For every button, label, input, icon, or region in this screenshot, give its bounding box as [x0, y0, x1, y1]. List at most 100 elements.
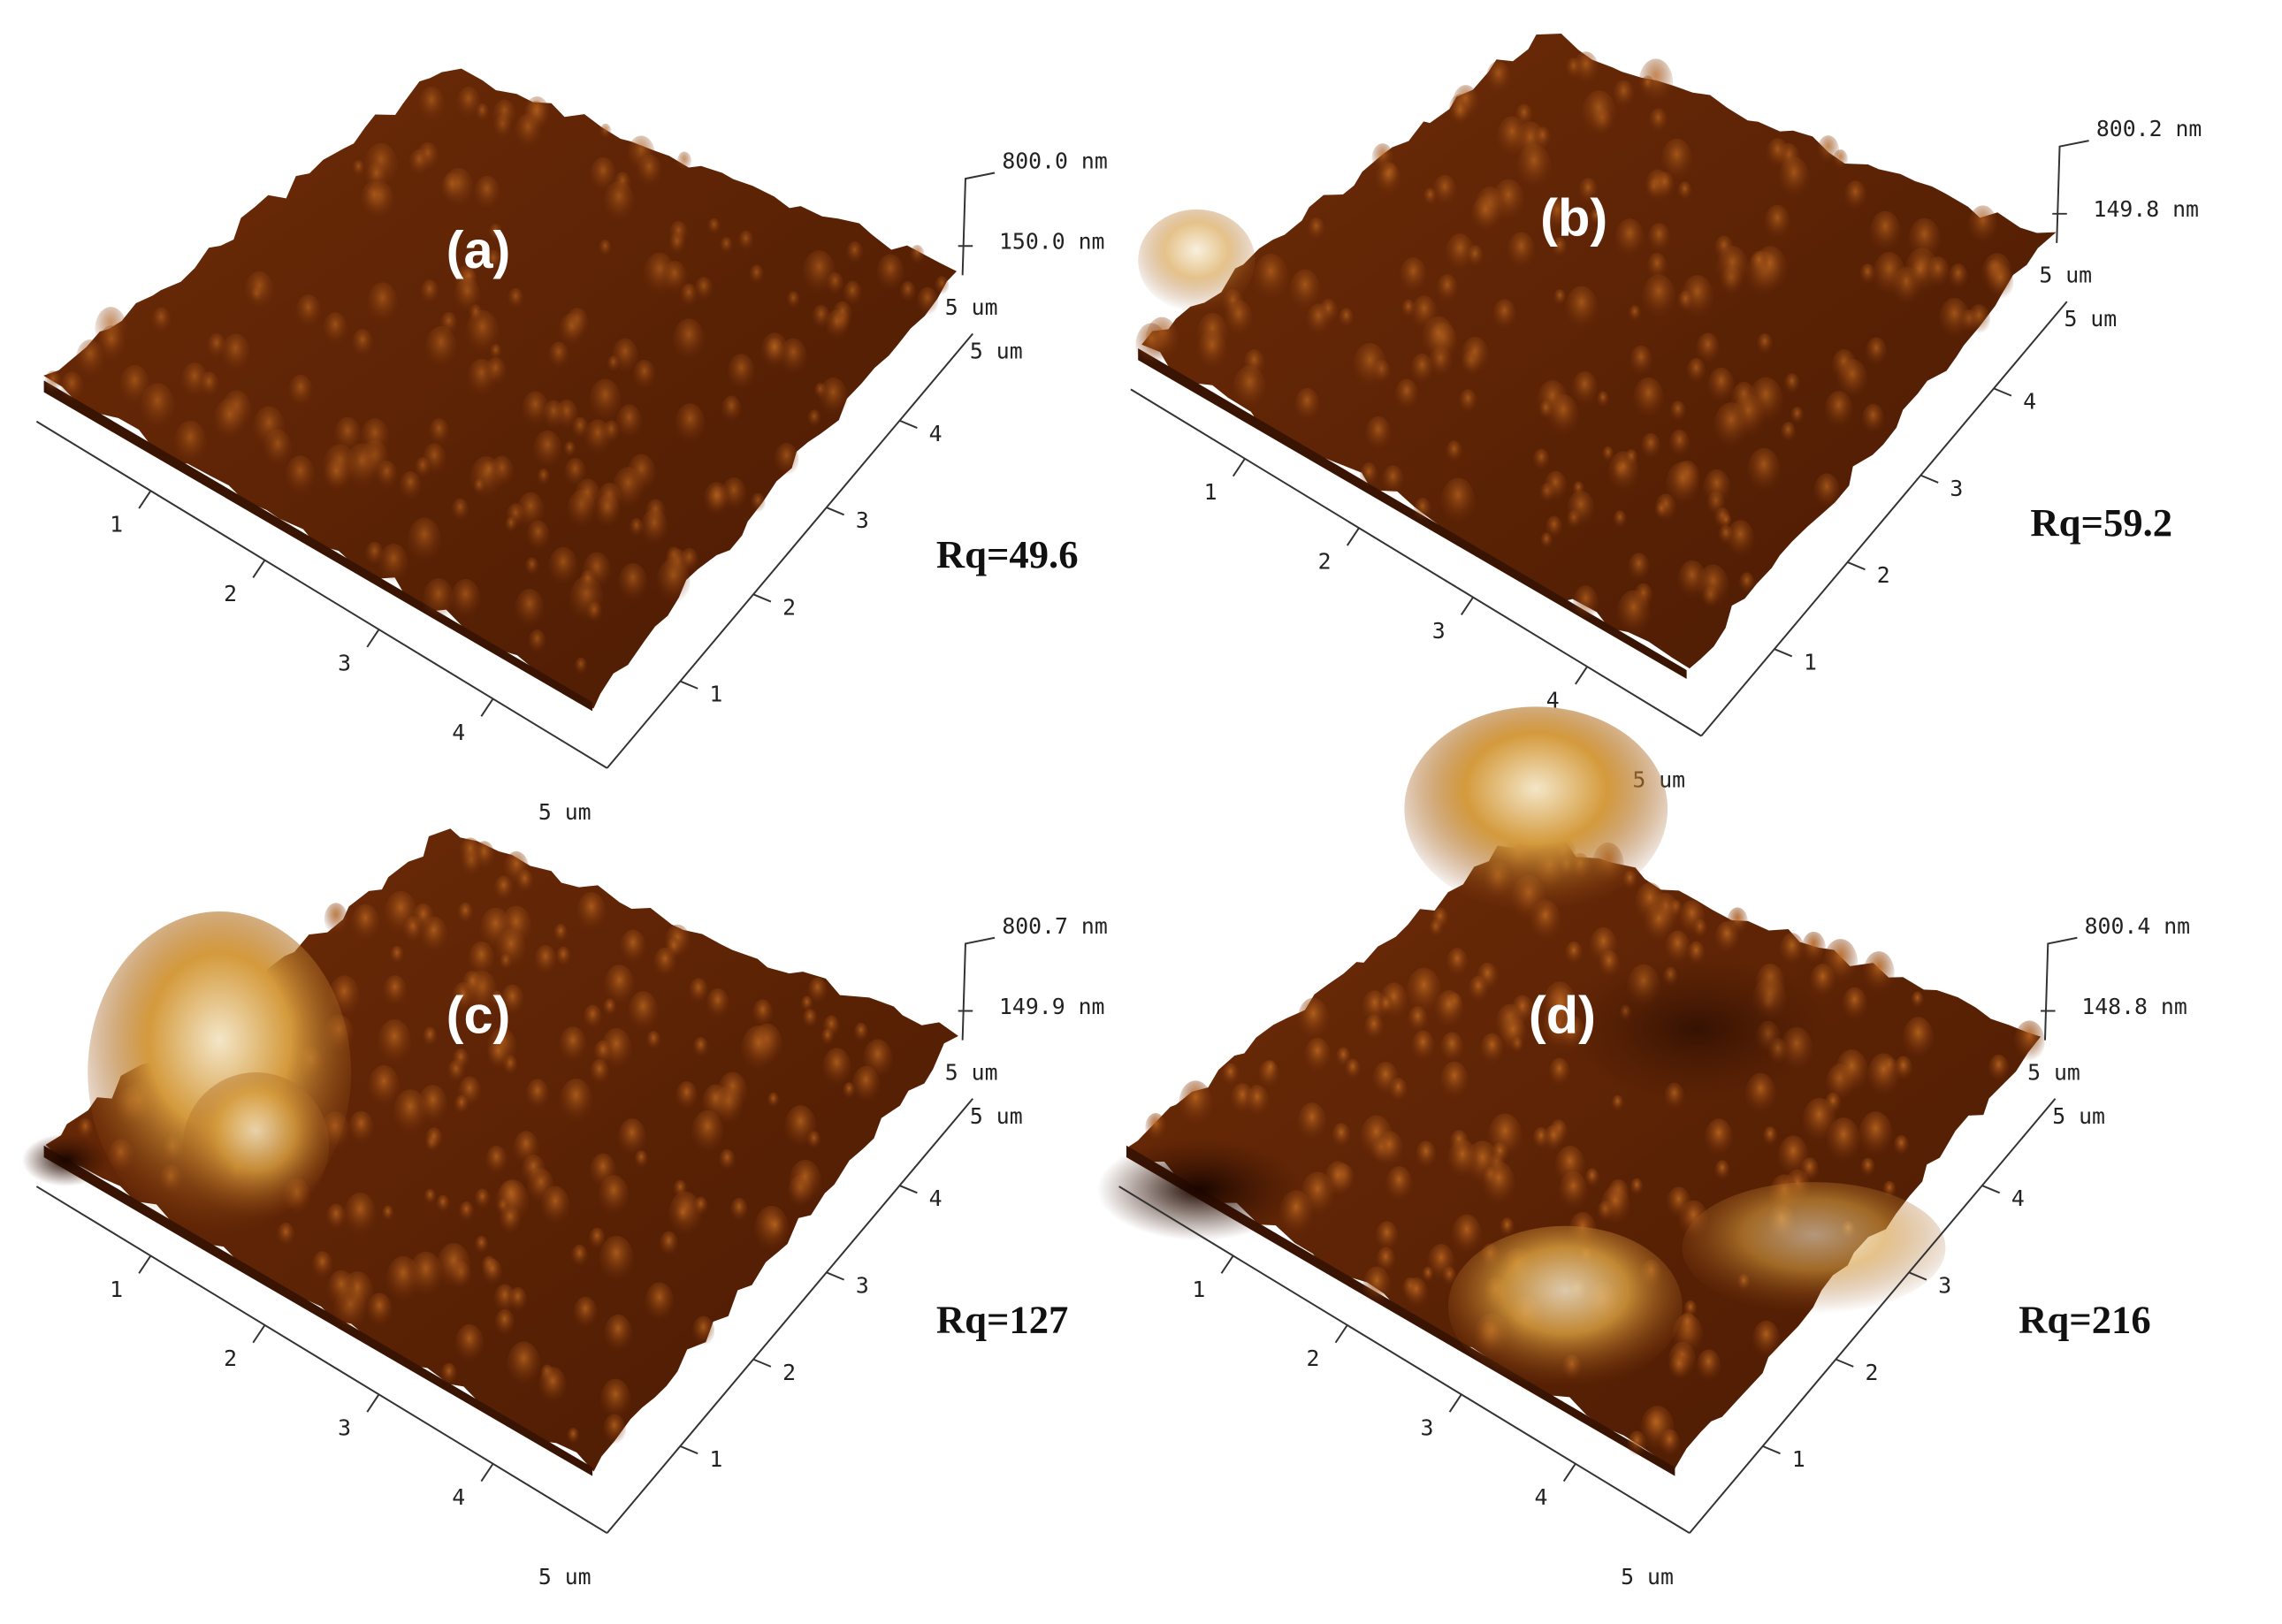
grain: [1233, 365, 1266, 412]
y-tick: [752, 593, 772, 603]
grain: [1363, 1014, 1384, 1041]
grain: [1707, 367, 1735, 405]
z-max-label: 800.2 nm: [2096, 116, 2202, 141]
grain: [1802, 1097, 1836, 1146]
grain: [1404, 1277, 1428, 1310]
grain: [767, 1092, 780, 1109]
grain: [1858, 1111, 1893, 1160]
grain: [324, 903, 348, 936]
grain: [2014, 1020, 2045, 1064]
grain: [1633, 377, 1664, 421]
grain: [1801, 931, 1827, 966]
grain: [909, 244, 925, 266]
grain: [1375, 1221, 1399, 1254]
grain: [366, 1292, 393, 1329]
grain: [1668, 1353, 1690, 1382]
grain: [675, 1081, 698, 1112]
y-tick-label: 3: [856, 1272, 869, 1298]
grain: [368, 1064, 401, 1110]
x-tick-label: 4: [1535, 1484, 1548, 1510]
grain: [1372, 1061, 1399, 1098]
grain: [1660, 138, 1693, 183]
grain: [1485, 60, 1511, 96]
grain: [599, 1378, 631, 1422]
x-tick: [1232, 458, 1246, 477]
grain: [1578, 178, 1599, 205]
grain: [1647, 223, 1671, 255]
grain: [822, 1048, 851, 1088]
grain: [628, 991, 659, 1034]
grain: [786, 291, 800, 310]
z-mid-label: 150.0 nm: [999, 229, 1104, 255]
pit: [1565, 955, 1829, 1102]
grain: [567, 1427, 580, 1445]
grain: [1987, 264, 2014, 301]
grain: [534, 944, 557, 977]
grain: [1466, 245, 1484, 269]
grain: [343, 1193, 377, 1239]
grain: [574, 657, 588, 676]
surface: [1141, 33, 2057, 669]
grain: [508, 1286, 528, 1314]
panel-label: (c): [446, 985, 511, 1044]
grain: [507, 1341, 541, 1390]
grain: [1375, 1131, 1404, 1170]
grain: [1697, 564, 1729, 611]
z-mid-label: 149.8 nm: [2094, 196, 2199, 222]
afm-panel: 1 2 3 4 1 2 3 4 800.0 nm 150.0 nm 5 um 5 um 5 um (a) R…: [35, 68, 1108, 825]
grain: [1715, 246, 1749, 293]
grain: [207, 333, 226, 360]
grain: [1746, 447, 1781, 495]
x-tick: [1334, 1324, 1348, 1344]
grain: [348, 1110, 374, 1147]
grain: [820, 1028, 835, 1047]
grain: [277, 1223, 295, 1248]
grain: [365, 541, 385, 568]
x-tick-label: 3: [338, 650, 351, 675]
y-tick: [899, 1185, 918, 1194]
grain: [1629, 1178, 1644, 1197]
z-max-label: 800.0 nm: [1002, 149, 1107, 174]
y-tick: [1774, 648, 1793, 658]
grain: [1436, 274, 1459, 305]
grain: [1543, 1125, 1564, 1154]
grain: [1339, 308, 1355, 329]
grain: [548, 341, 569, 371]
grain: [741, 1025, 776, 1074]
grain: [1790, 406, 1804, 425]
grain: [1297, 1102, 1327, 1144]
grain: [1440, 1032, 1464, 1065]
grain: [1842, 987, 1867, 1022]
grain: [629, 517, 645, 538]
grain: [414, 457, 431, 480]
grain: [1196, 330, 1227, 372]
grain: [1439, 1061, 1469, 1102]
grain: [495, 928, 527, 972]
grain: [1860, 1157, 1875, 1178]
grain: [1135, 323, 1167, 368]
grain: [489, 343, 502, 361]
grain: [1640, 432, 1661, 461]
grain: [1624, 449, 1638, 468]
grain: [440, 1362, 457, 1386]
grain: [876, 254, 904, 294]
y-axis: [1689, 1098, 2057, 1534]
y-tick: [1908, 1271, 1927, 1281]
grain: [1385, 1166, 1413, 1204]
z-max-label: 800.7 nm: [1002, 913, 1107, 939]
x-tick: [1448, 1393, 1462, 1413]
grain: [474, 1235, 489, 1255]
grain: [1480, 1033, 1504, 1066]
y-tick-label: 1: [709, 682, 722, 707]
x-axis: [35, 1186, 608, 1535]
grain: [515, 588, 545, 630]
y-tick-label: 2: [1865, 1360, 1878, 1385]
x-tick-label: 3: [338, 1415, 351, 1441]
grain: [390, 945, 404, 965]
grain: [800, 995, 813, 1013]
grain: [1659, 1429, 1681, 1459]
grain: [452, 1048, 469, 1072]
grain: [1345, 1058, 1361, 1081]
grain: [1800, 1157, 1820, 1184]
